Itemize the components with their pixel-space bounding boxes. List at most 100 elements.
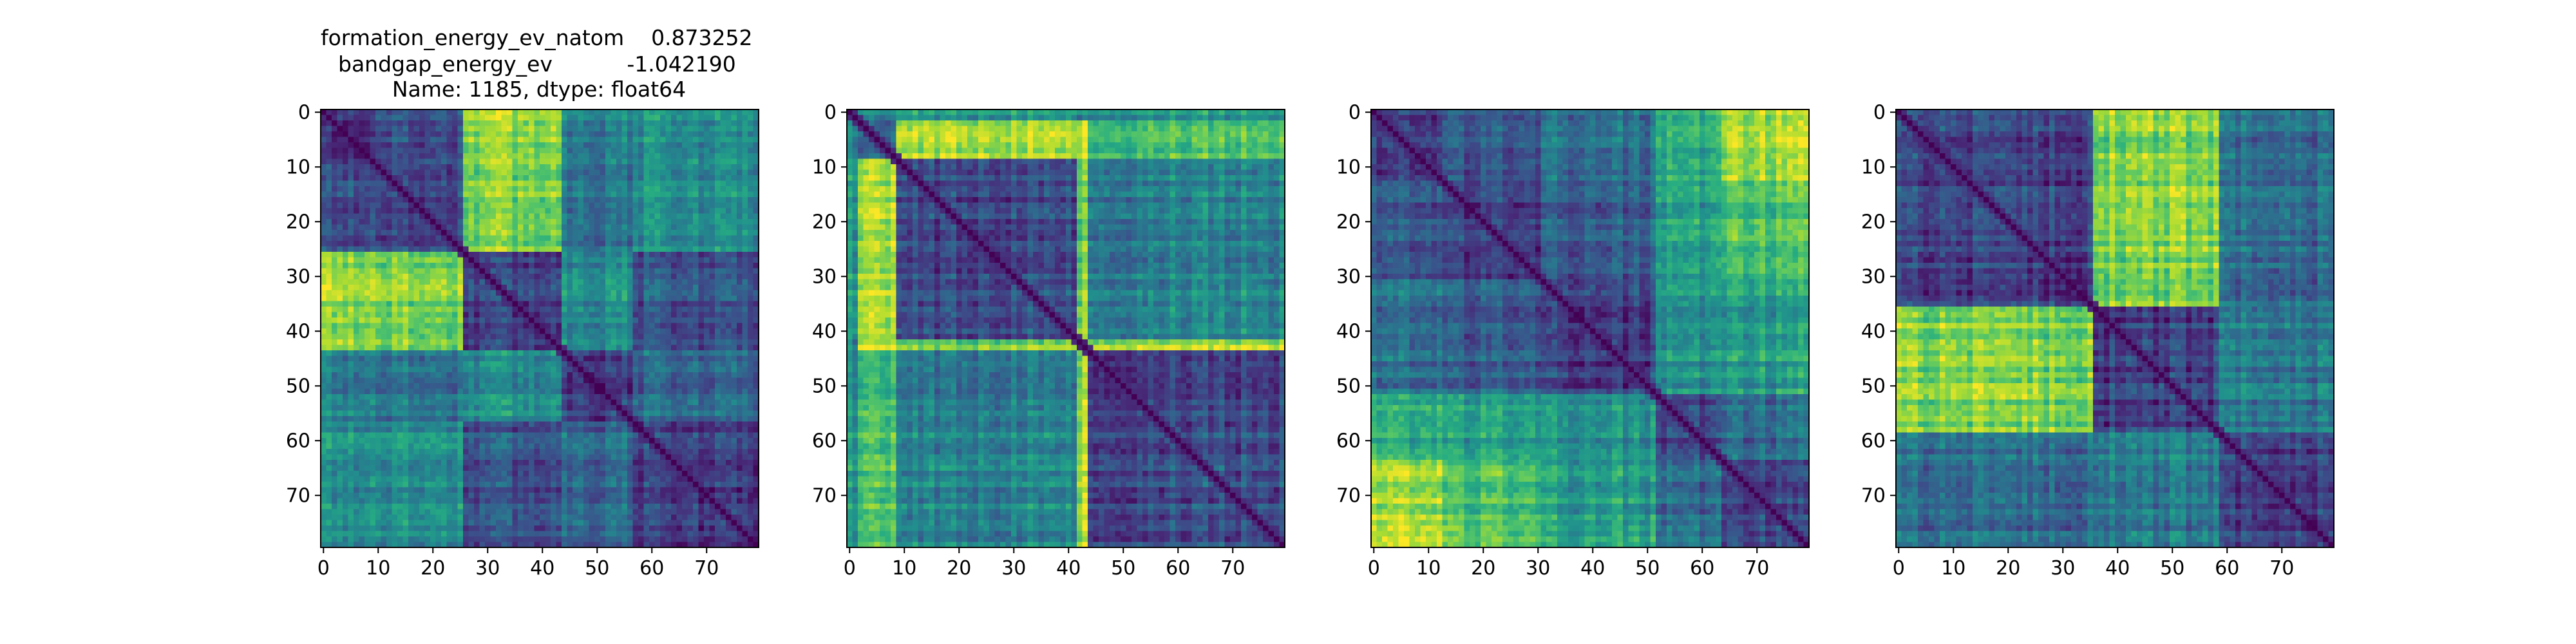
heatmap-cell bbox=[556, 126, 562, 132]
heatmap-cell bbox=[551, 230, 557, 236]
heatmap-cell bbox=[354, 416, 360, 422]
heatmap-cell bbox=[726, 208, 732, 214]
heatmap-cell bbox=[348, 208, 354, 214]
heatmap-cell bbox=[457, 279, 464, 285]
heatmap-cell bbox=[386, 328, 393, 335]
heatmap-cell bbox=[354, 164, 360, 171]
heatmap-cell bbox=[359, 296, 365, 302]
heatmap-cell bbox=[457, 345, 464, 351]
heatmap-cell bbox=[562, 317, 568, 324]
heatmap-cell bbox=[354, 246, 360, 252]
heatmap-cell bbox=[562, 405, 568, 412]
heatmap-cell bbox=[430, 427, 437, 433]
heatmap-cell bbox=[687, 361, 694, 368]
heatmap-cell bbox=[682, 290, 688, 296]
heatmap-cell bbox=[529, 334, 535, 340]
heatmap-cell bbox=[518, 296, 524, 302]
heatmap-cell bbox=[665, 246, 672, 252]
heatmap-cell bbox=[665, 142, 672, 149]
heatmap-cell bbox=[321, 109, 327, 116]
heatmap-cell bbox=[726, 377, 732, 384]
heatmap-cell bbox=[490, 109, 497, 116]
heatmap-cell bbox=[676, 175, 683, 182]
heatmap-cell bbox=[424, 180, 431, 187]
heatmap-cell bbox=[698, 224, 705, 231]
heatmap-cell bbox=[742, 334, 748, 340]
heatmap-cell bbox=[616, 361, 623, 368]
heatmap-cell bbox=[468, 399, 475, 406]
heatmap-cell bbox=[370, 131, 376, 138]
heatmap-cell bbox=[573, 388, 579, 395]
heatmap-cell bbox=[408, 290, 415, 296]
heatmap-cell bbox=[649, 142, 656, 149]
heatmap-cell bbox=[709, 372, 715, 379]
heatmap-cell bbox=[682, 186, 688, 193]
heatmap-cell bbox=[408, 427, 415, 433]
heatmap-cell bbox=[731, 137, 737, 143]
heatmap-cell bbox=[627, 147, 634, 154]
heatmap-cell bbox=[348, 186, 354, 193]
heatmap-cell bbox=[468, 279, 475, 285]
heatmap-cell bbox=[704, 274, 710, 280]
heatmap-cell bbox=[643, 208, 650, 214]
heatmap-cell bbox=[567, 126, 573, 132]
heatmap-cell bbox=[370, 350, 376, 357]
heatmap-cell bbox=[337, 213, 343, 220]
heatmap-cell bbox=[370, 438, 376, 444]
heatmap-cell bbox=[359, 202, 365, 209]
heatmap-cell bbox=[343, 366, 349, 373]
heatmap-cell bbox=[578, 394, 584, 401]
heatmap-cell bbox=[753, 213, 759, 220]
heatmap-cell bbox=[621, 263, 628, 269]
heatmap-cell bbox=[381, 377, 387, 384]
heatmap-cell bbox=[430, 208, 437, 214]
heatmap-cell bbox=[611, 164, 617, 171]
heatmap-cell bbox=[720, 443, 726, 450]
heatmap-cell bbox=[441, 366, 448, 373]
heatmap-cell bbox=[660, 432, 667, 439]
heatmap-cell bbox=[397, 191, 404, 198]
heatmap-cell bbox=[424, 219, 431, 225]
heatmap-cell bbox=[370, 383, 376, 390]
heatmap-cell bbox=[496, 377, 502, 384]
heatmap-cell bbox=[567, 115, 573, 121]
heatmap-cell bbox=[474, 131, 480, 138]
heatmap-cell bbox=[643, 399, 650, 406]
heatmap-cell bbox=[665, 164, 672, 171]
heatmap-cell bbox=[660, 115, 667, 121]
heatmap-cell bbox=[408, 213, 415, 220]
heatmap-cell bbox=[687, 383, 694, 390]
heatmap-cell bbox=[643, 394, 650, 401]
heatmap-cell bbox=[611, 350, 617, 357]
heatmap-cell bbox=[540, 394, 546, 401]
heatmap-cell bbox=[545, 421, 551, 428]
heatmap-cell bbox=[321, 279, 327, 285]
heatmap-cell bbox=[621, 131, 628, 138]
heatmap-cell bbox=[562, 186, 568, 193]
heatmap-cell bbox=[343, 252, 349, 258]
heatmap-cell bbox=[627, 377, 634, 384]
heatmap-cell bbox=[621, 252, 628, 258]
heatmap-cell bbox=[496, 355, 502, 362]
heatmap-cell bbox=[665, 175, 672, 182]
heatmap-cell bbox=[545, 115, 551, 121]
heatmap-cell bbox=[529, 241, 535, 247]
heatmap-cell bbox=[496, 137, 502, 143]
heatmap-cell bbox=[632, 410, 639, 417]
heatmap-cell bbox=[589, 416, 595, 422]
heatmap-cell bbox=[337, 307, 343, 313]
heatmap-cell bbox=[551, 219, 557, 225]
heatmap-cell bbox=[540, 137, 546, 143]
heatmap-cell bbox=[551, 120, 557, 127]
heatmap-cell bbox=[638, 219, 645, 225]
heatmap-cell bbox=[583, 427, 590, 433]
heatmap-cell bbox=[375, 394, 382, 401]
heatmap-cell bbox=[594, 186, 601, 193]
heatmap-cell bbox=[359, 224, 365, 231]
heatmap-cell bbox=[463, 147, 469, 154]
heatmap-cell bbox=[463, 449, 469, 455]
heatmap-cell bbox=[370, 202, 376, 209]
heatmap-cell bbox=[419, 366, 426, 373]
heatmap-cell bbox=[419, 399, 426, 406]
heatmap-cell bbox=[529, 197, 535, 204]
